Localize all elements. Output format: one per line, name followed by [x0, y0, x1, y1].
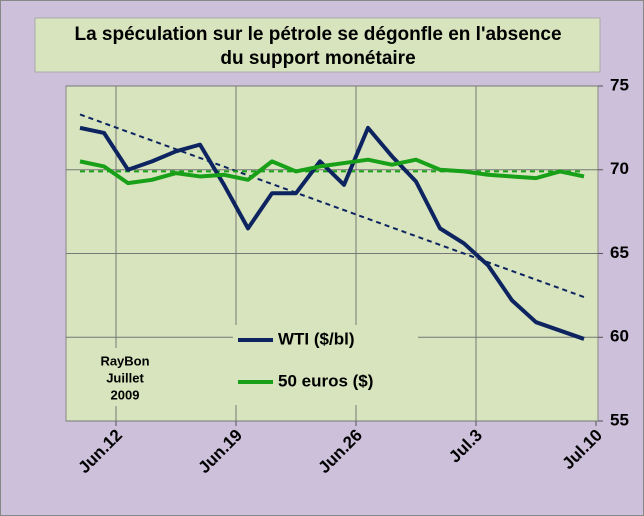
y-tick-label: 65 [610, 243, 629, 262]
y-tick-label: 60 [610, 327, 629, 346]
series-line [79, 157, 585, 186]
y-tick-label: 70 [610, 159, 629, 178]
legend-label: 50 euros ($) [278, 371, 373, 390]
title-box [34, 17, 601, 73]
y-tick-label: 55 [610, 410, 629, 429]
y-tick-label: 75 [610, 75, 629, 94]
chart-title: du support monétaire [220, 48, 415, 69]
annotation: 2009 [111, 387, 140, 402]
legend-label: WTI ($/bl) [278, 329, 354, 348]
chart-title: La spéculation sur le pétrole se dégonfl… [74, 24, 561, 45]
series-line [79, 125, 585, 341]
annotation: Juillet [106, 370, 144, 385]
annotation: RayBon [100, 353, 149, 368]
annotation-box [92, 348, 157, 406]
